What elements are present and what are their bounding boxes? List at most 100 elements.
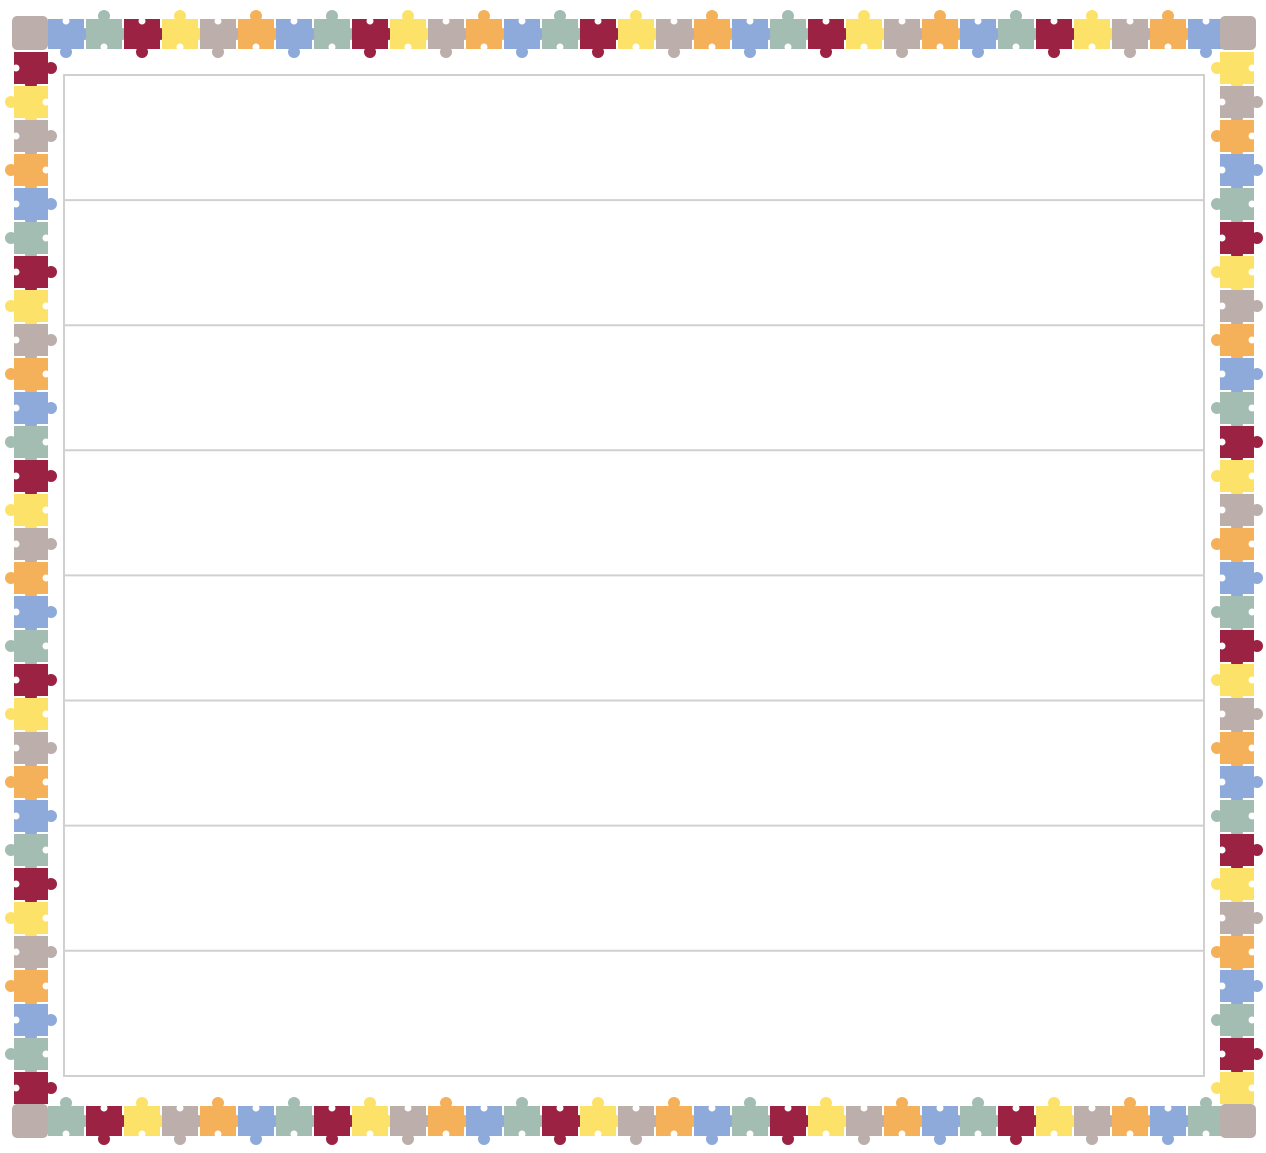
piece-notch (43, 779, 50, 786)
piece-knob (1086, 10, 1098, 22)
piece-knob (896, 1097, 908, 1109)
piece-knob (45, 878, 57, 890)
piece-notch (1249, 405, 1256, 412)
piece-knob (45, 946, 57, 958)
piece-knob (45, 62, 57, 74)
piece-notch (1249, 813, 1256, 820)
piece-knob (326, 10, 338, 22)
piece-notch (1219, 915, 1226, 922)
piece-knob (5, 912, 17, 924)
piece-notch (747, 18, 754, 25)
piece-knob (402, 10, 414, 22)
piece-knob (326, 1133, 338, 1145)
piece-knob (1251, 436, 1263, 448)
piece-notch (43, 1051, 50, 1058)
piece-notch (1249, 677, 1256, 684)
piece-notch (1249, 949, 1256, 956)
piece-knob (1211, 1014, 1223, 1026)
piece-knob (5, 844, 17, 856)
piece-knob (174, 1133, 186, 1145)
page: (() => { const NS = 'http://www.w3.org/2… (0, 0, 1266, 1153)
piece-notch (1219, 711, 1226, 718)
piece-notch (1219, 439, 1226, 446)
piece-knob (478, 1133, 490, 1145)
piece-notch (443, 18, 450, 25)
piece-knob (364, 1097, 376, 1109)
piece-knob (45, 538, 57, 550)
piece-knob (1211, 538, 1223, 550)
piece-knob (1200, 1097, 1212, 1109)
piece-notch (937, 44, 944, 51)
piece-notch (1089, 44, 1096, 51)
piece-notch (595, 18, 602, 25)
piece-knob (1211, 1082, 1223, 1094)
piece-notch (13, 337, 20, 344)
piece-knob (896, 46, 908, 58)
piece-notch (1249, 65, 1256, 72)
piece-knob (288, 46, 300, 58)
piece-knob (5, 300, 17, 312)
piece-knob (1251, 844, 1263, 856)
piece-notch (43, 371, 50, 378)
corner-piece (1220, 16, 1256, 50)
piece-notch (557, 1105, 564, 1112)
piece-knob (1048, 46, 1060, 58)
piece-knob (45, 266, 57, 278)
piece-notch (1051, 18, 1058, 25)
piece-knob (1162, 10, 1174, 22)
piece-knob (5, 436, 17, 448)
piece-notch (43, 983, 50, 990)
piece-knob (972, 46, 984, 58)
piece-notch (899, 18, 906, 25)
piece-knob (174, 10, 186, 22)
piece-notch (63, 1131, 70, 1138)
piece-notch (785, 44, 792, 51)
piece-knob (45, 198, 57, 210)
piece-knob (5, 232, 17, 244)
piece-knob (592, 46, 604, 58)
piece-notch (1203, 18, 1210, 25)
piece-knob (1251, 232, 1263, 244)
piece-knob (250, 1133, 262, 1145)
piece-knob (60, 1097, 72, 1109)
piece-knob (45, 1082, 57, 1094)
piece-knob (1211, 946, 1223, 958)
piece-notch (899, 1131, 906, 1138)
piece-knob (934, 10, 946, 22)
piece-notch (253, 44, 260, 51)
piece-notch (519, 18, 526, 25)
piece-knob (1211, 62, 1223, 74)
piece-notch (1013, 44, 1020, 51)
piece-notch (1165, 1105, 1172, 1112)
piece-knob (1211, 334, 1223, 346)
piece-knob (820, 46, 832, 58)
piece-notch (1165, 44, 1172, 51)
piece-knob (1048, 1097, 1060, 1109)
piece-knob (820, 1097, 832, 1109)
piece-notch (443, 1131, 450, 1138)
piece-notch (43, 847, 50, 854)
piece-knob (5, 504, 17, 516)
piece-notch (1249, 609, 1256, 616)
piece-knob (1211, 878, 1223, 890)
piece-knob (364, 46, 376, 58)
piece-notch (1219, 99, 1226, 106)
piece-knob (934, 1133, 946, 1145)
piece-knob (1124, 46, 1136, 58)
piece-notch (823, 1131, 830, 1138)
piece-notch (13, 1017, 20, 1024)
piece-knob (45, 742, 57, 754)
piece-knob (744, 1097, 756, 1109)
piece-knob (1086, 1133, 1098, 1145)
piece-knob (782, 10, 794, 22)
piece-knob (1162, 1133, 1174, 1145)
piece-notch (861, 44, 868, 51)
piece-knob (554, 1133, 566, 1145)
piece-notch (1203, 1131, 1210, 1138)
piece-knob (5, 1048, 17, 1060)
piece-notch (557, 44, 564, 51)
piece-notch (13, 745, 20, 752)
piece-notch (13, 473, 20, 480)
piece-knob (212, 46, 224, 58)
piece-knob (5, 980, 17, 992)
